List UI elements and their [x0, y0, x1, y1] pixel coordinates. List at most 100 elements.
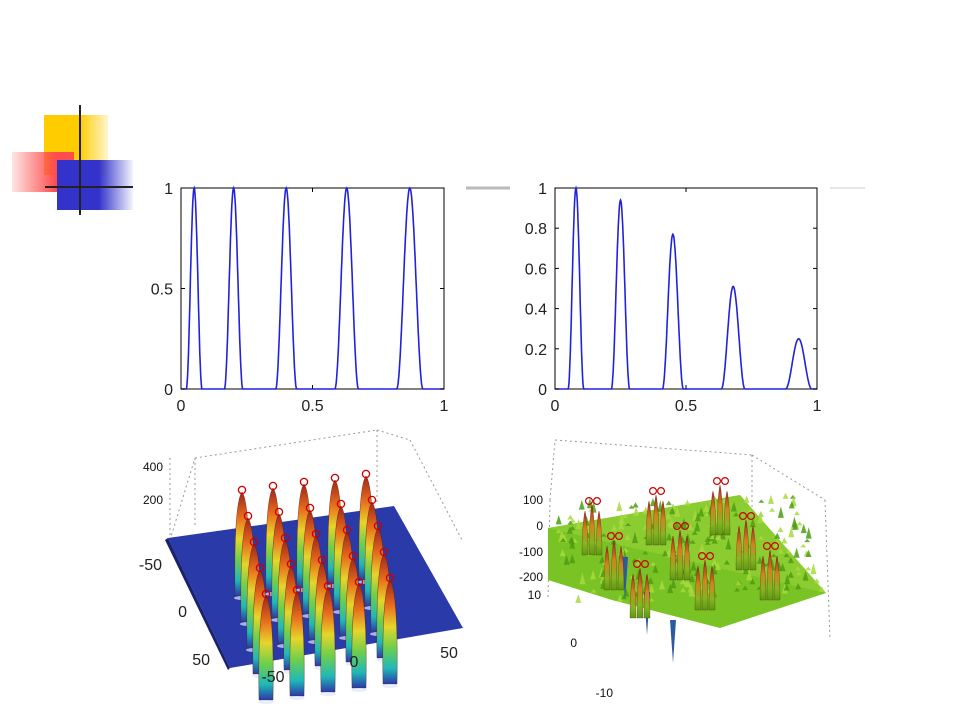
surface-ripple — [703, 504, 710, 511]
surface-ripple — [704, 541, 711, 545]
peak-base-highlight — [351, 688, 367, 692]
surface-ripple — [658, 579, 665, 590]
surface-ripple — [784, 573, 791, 585]
surface-ripple — [735, 580, 742, 586]
peak-marker — [317, 555, 327, 565]
surface-peak — [659, 500, 667, 546]
surface-ripple — [590, 569, 597, 580]
surface-ripple — [777, 548, 784, 554]
surface-ripple — [791, 520, 798, 530]
surface-ripple — [756, 556, 763, 564]
surface-ripple — [684, 499, 691, 506]
surface-ripple — [555, 515, 562, 525]
surface-ripple — [575, 594, 582, 603]
surface-ripple — [633, 506, 640, 516]
surface-ripple — [742, 566, 749, 575]
peak-marker — [373, 521, 383, 531]
y-tick-label: 0 — [178, 604, 187, 621]
surface-ripple — [611, 524, 618, 531]
y-tick-label: 0 — [570, 636, 577, 650]
peak-marker — [720, 477, 729, 486]
surface-ripple — [669, 506, 676, 515]
peak-marker — [336, 499, 346, 509]
surface-peak — [636, 567, 644, 619]
surface-ripple — [674, 505, 681, 517]
surface-ripple — [715, 561, 722, 571]
peak-marker — [311, 529, 321, 539]
surface-ripple — [691, 530, 698, 535]
surface-ripple — [575, 518, 582, 530]
surface-ripple — [569, 518, 576, 523]
plot-frame — [180, 187, 445, 390]
surface-peak — [723, 490, 731, 536]
peak-marker — [268, 481, 278, 491]
chart-bottom-left-surface: 400 200 -50 0 50 -50 0 50 — [139, 429, 463, 704]
surface-peak — [735, 525, 743, 571]
peak-marker — [292, 585, 302, 595]
chart-top-right: 0 0.5 1 0 0.2 0.4 0.6 0.8 1 — [525, 181, 822, 415]
y-tick-label: 0.2 — [525, 342, 547, 359]
surface-ripple — [704, 512, 711, 517]
surface-peak — [289, 591, 305, 697]
y-tick-label: 0.8 — [525, 221, 547, 238]
surface-ripple — [757, 511, 764, 524]
z-tick-label: 400 — [143, 460, 163, 474]
surface-ripple — [777, 506, 784, 518]
surface-peak — [669, 535, 677, 581]
y-tick-label: 1 — [538, 181, 547, 198]
surface-ripple — [621, 549, 628, 559]
surface-ripple — [749, 518, 756, 528]
surface-ripple — [793, 547, 800, 558]
surface-peak — [766, 549, 774, 601]
peak-marker — [367, 495, 377, 505]
corner-horizontal-line — [45, 186, 133, 188]
surface-ripple — [667, 583, 674, 594]
surface-peak — [701, 559, 709, 611]
surface-ripple — [774, 532, 781, 539]
surface-ripple — [711, 536, 718, 544]
surface-ripple — [560, 537, 567, 543]
surface-ripple — [800, 523, 807, 534]
surface-ripple — [680, 517, 687, 529]
surface-ripple — [647, 576, 654, 584]
peak-marker — [712, 477, 721, 486]
surface-peak — [588, 504, 596, 556]
surface-ripple — [733, 512, 740, 517]
x-tick-label: 0 — [551, 398, 560, 415]
x-tick-label: 0.5 — [675, 398, 697, 415]
y-tick-label: 50 — [192, 652, 210, 669]
surface-peak — [742, 519, 750, 571]
surface-peak — [652, 494, 660, 546]
surface-ripple — [805, 549, 812, 558]
surface-ripple — [711, 558, 718, 566]
surface-ripple — [625, 522, 632, 526]
peak-marker — [640, 559, 649, 568]
x-tick-label: 0 — [177, 398, 186, 415]
surface-ripple — [787, 556, 794, 564]
surface-ripple — [694, 511, 701, 522]
surface-ripple — [670, 503, 677, 510]
surface-ripple — [795, 582, 802, 590]
surface-ripple — [687, 523, 694, 531]
surface-ripple — [810, 562, 817, 575]
surface-ripple — [689, 574, 696, 583]
surface-ripple — [723, 559, 730, 565]
surface-ripple — [670, 578, 677, 589]
surface-ripple — [632, 502, 639, 508]
surface-ripple — [699, 542, 706, 553]
peak-marker — [680, 521, 689, 530]
surface-ripple — [578, 499, 585, 510]
surface-ripple — [802, 570, 809, 581]
surface-ripple — [785, 549, 792, 554]
peak-marker — [255, 563, 265, 573]
surface-ripple — [818, 586, 825, 592]
surface-ripple — [631, 531, 638, 544]
peak-marker — [632, 559, 641, 568]
surface-ripple — [617, 594, 624, 602]
x-tick-label: 1 — [440, 398, 449, 415]
surface-peak — [676, 529, 684, 581]
surface-peak — [595, 510, 603, 556]
surface-ripple — [689, 539, 696, 544]
